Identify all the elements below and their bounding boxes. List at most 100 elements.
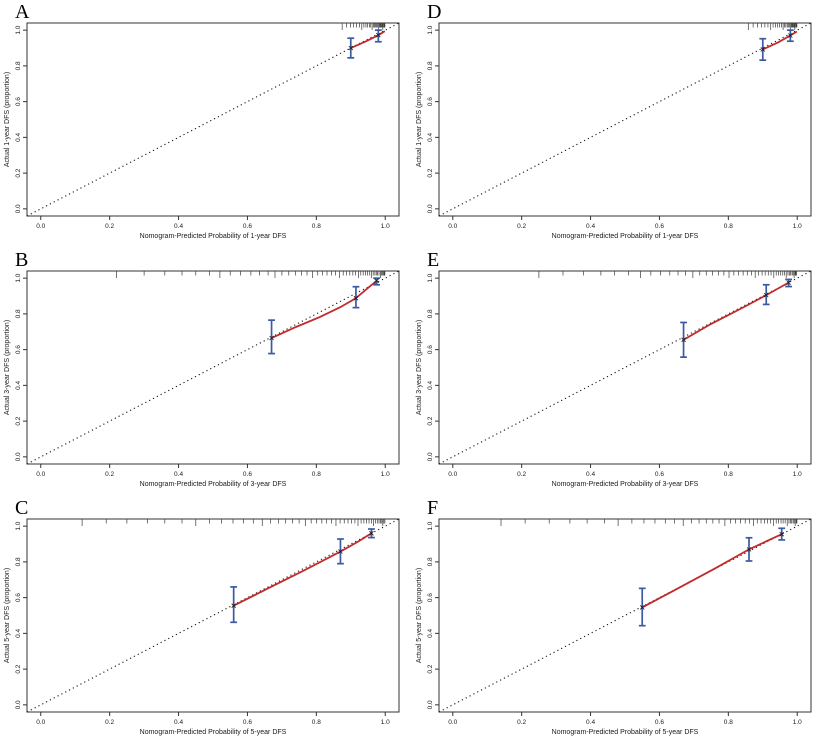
point-marker <box>786 280 791 285</box>
point-marker <box>231 603 236 608</box>
y-tick-label: 0.2 <box>15 168 22 177</box>
x-tick-label: 0.2 <box>517 223 526 230</box>
x-tick-label: 1.0 <box>793 719 802 726</box>
x-tick-label: 0.8 <box>312 719 321 726</box>
y-tick-label: 0.4 <box>15 380 22 389</box>
y-tick-label: 1.0 <box>427 521 434 530</box>
x-tick-label: 0.8 <box>724 223 733 230</box>
y-tick-label: 0.4 <box>15 132 22 141</box>
x-tick-label: 0.4 <box>586 471 595 478</box>
y-tick-label: 0.6 <box>15 97 22 106</box>
y-tick-label: 0.8 <box>427 557 434 566</box>
y-tick-label: 0.8 <box>427 61 434 70</box>
y-tick-label: 0.4 <box>427 380 434 389</box>
panel-label: D <box>427 1 441 23</box>
y-tick-label: 1.0 <box>427 273 434 282</box>
y-axis-title: Actual 1-year DFS (proportion) <box>4 72 11 167</box>
y-tick-label: 0.0 <box>427 204 434 213</box>
x-tick-label: 0.6 <box>243 719 252 726</box>
point-marker <box>746 547 752 552</box>
x-tick-label: 0.0 <box>448 471 457 478</box>
plot-box <box>26 22 400 217</box>
x-tick-label: 0.0 <box>36 719 45 726</box>
x-tick-label: 1.0 <box>381 223 390 230</box>
x-tick-label: 0.4 <box>174 223 183 230</box>
point-marker <box>374 278 379 284</box>
x-axis-title: Nomogram-Predicted Probability of 1-year… <box>140 233 287 240</box>
point-marker <box>338 549 343 554</box>
calibration-line <box>682 281 790 341</box>
calibration-plot-B: 0.0 0.0 0.2 0.2 0.4 0.4 0.6 0.6 0.8 0.8 1.0 1.0 Nomo… <box>4 249 400 488</box>
y-axis-title: Actual 5-year DFS (proportion) <box>416 568 423 663</box>
x-tick-label: 0.0 <box>36 223 45 230</box>
y-tick-label: 0.4 <box>427 132 434 141</box>
ideal-reference-line <box>438 518 812 713</box>
ideal-reference-line <box>26 518 400 713</box>
y-tick-label: 0.2 <box>427 416 434 425</box>
x-tick-label: 0.4 <box>586 719 595 726</box>
panel-B: 0.0 0.0 0.2 0.2 0.4 0.4 0.6 0.6 0.8 0.8 1.0 1.0 Nomo… <box>0 248 412 496</box>
calibration-plot-D: 0.0 0.0 0.2 0.2 0.4 0.4 0.6 0.6 0.8 0.8 1.0 1.0 Nomo… <box>416 1 812 240</box>
y-tick-label: 1.0 <box>15 273 22 282</box>
x-axis-title: Nomogram-Predicted Probability of 5-year… <box>140 729 287 736</box>
y-tick-label: 0.4 <box>427 628 434 637</box>
y-tick-label: 0.8 <box>427 309 434 318</box>
y-tick-label: 0.0 <box>427 700 434 709</box>
y-tick-label: 1.0 <box>15 521 22 530</box>
point-marker <box>760 47 766 52</box>
plot-box <box>438 518 812 713</box>
panel-E: 0.0 0.0 0.2 0.2 0.4 0.4 0.6 0.6 0.8 0.8 1.0 1.0 Nomo… <box>412 248 825 496</box>
x-tick-label: 0.4 <box>586 223 595 230</box>
x-tick-label: 0.4 <box>174 719 183 726</box>
x-tick-label: 0.0 <box>448 223 457 230</box>
calibration-plot-C: 0.0 0.0 0.2 0.2 0.4 0.4 0.6 0.6 0.8 0.8 1.0 1.0 Nomo… <box>4 497 400 736</box>
x-tick-label: 0.6 <box>243 471 252 478</box>
x-tick-label: 0.8 <box>312 223 321 230</box>
x-tick-label: 0.2 <box>105 719 114 726</box>
ideal-reference-line <box>26 22 400 217</box>
ideal-reference-line <box>26 270 400 465</box>
point-marker <box>779 531 785 537</box>
x-tick-label: 0.2 <box>105 471 114 478</box>
calibration-plot-E: 0.0 0.0 0.2 0.2 0.4 0.4 0.6 0.6 0.8 0.8 1.0 1.0 Nomo… <box>416 249 812 488</box>
ideal-reference-line <box>438 270 812 465</box>
y-tick-label: 0.2 <box>15 416 22 425</box>
x-tick-label: 0.6 <box>655 223 664 230</box>
point-marker <box>353 295 359 301</box>
x-tick-label: 1.0 <box>793 223 802 230</box>
x-axis-title: Nomogram-Predicted Probability of 3-year… <box>552 481 699 488</box>
x-tick-label: 0.6 <box>243 223 252 230</box>
y-axis-title: Actual 3-year DFS (proportion) <box>4 320 11 415</box>
panel-A: 0.0 0.0 0.2 0.2 0.4 0.4 0.6 0.6 0.8 0.8 1.0 1.0 Nomo… <box>0 0 412 248</box>
y-tick-label: 0.2 <box>427 168 434 177</box>
point-marker <box>681 337 686 343</box>
plot-box <box>26 518 400 713</box>
x-tick-label: 0.2 <box>517 719 526 726</box>
y-tick-label: 0.6 <box>15 593 22 602</box>
y-tick-label: 0.2 <box>427 664 434 673</box>
calibration-line <box>641 533 783 609</box>
y-tick-label: 0.2 <box>15 664 22 673</box>
panel-label: B <box>15 249 28 271</box>
calibration-line <box>349 30 386 49</box>
x-tick-label: 0.4 <box>174 471 183 478</box>
point-marker <box>369 531 374 536</box>
y-axis-title: Actual 1-year DFS (proportion) <box>416 72 423 167</box>
panel-label: C <box>15 497 28 519</box>
y-tick-label: 0.4 <box>15 628 22 637</box>
x-tick-label: 1.0 <box>793 471 802 478</box>
x-tick-label: 0.0 <box>36 471 45 478</box>
y-tick-label: 1.0 <box>427 25 434 34</box>
x-tick-label: 0.2 <box>105 223 114 230</box>
panel-label: E <box>427 249 439 271</box>
plot-box <box>438 22 812 217</box>
point-marker <box>348 45 354 51</box>
x-tick-label: 0.8 <box>724 471 733 478</box>
x-axis-title: Nomogram-Predicted Probability of 1-year… <box>552 233 699 240</box>
ideal-reference-line <box>438 22 812 217</box>
x-tick-label: 1.0 <box>381 719 390 726</box>
x-tick-label: 0.2 <box>517 471 526 478</box>
x-axis-title: Nomogram-Predicted Probability of 3-year… <box>140 481 287 488</box>
x-tick-label: 0.8 <box>724 719 733 726</box>
